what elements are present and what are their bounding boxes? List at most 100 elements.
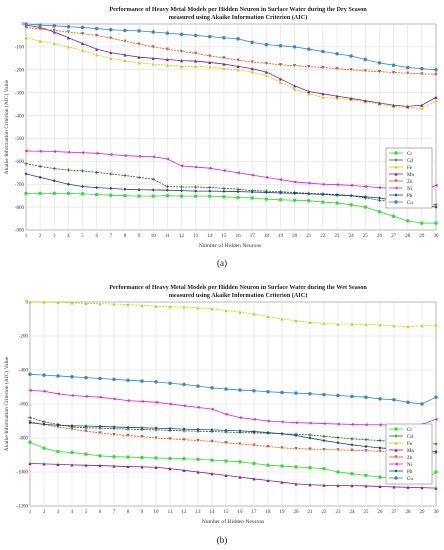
legend-swatch-fe xyxy=(394,165,398,169)
x-tick-label: 18 xyxy=(264,234,270,239)
data-point-zn xyxy=(66,30,71,34)
data-point-pb xyxy=(168,427,172,431)
data-point-mn xyxy=(420,486,424,490)
data-point-fe xyxy=(336,322,340,326)
data-point-mn xyxy=(420,103,424,107)
data-point-fe xyxy=(208,65,212,69)
legend-entry-mn: Mn xyxy=(407,449,414,454)
data-point-cr xyxy=(165,193,170,198)
data-point-mn xyxy=(350,484,354,488)
data-point-pb xyxy=(294,433,298,438)
data-point-cu xyxy=(349,54,353,58)
data-point-zn xyxy=(266,444,270,449)
data-point-mn xyxy=(196,470,200,474)
data-point-ni xyxy=(80,151,85,155)
data-point-pb xyxy=(434,205,438,209)
data-point-cu xyxy=(238,388,242,392)
data-point-cr xyxy=(420,221,424,225)
data-point-mn xyxy=(363,99,367,103)
data-point-cr xyxy=(84,452,88,456)
y-tick-label: -800 xyxy=(15,206,25,211)
data-point-mn xyxy=(84,463,88,467)
data-point-fe xyxy=(420,324,424,328)
data-point-cu xyxy=(391,63,396,67)
legend-entry-fe: Fe xyxy=(407,166,413,171)
data-point-pb xyxy=(264,190,268,195)
data-point-cr xyxy=(364,473,368,478)
data-point-mn xyxy=(238,475,242,479)
data-point-zn xyxy=(434,72,438,76)
data-point-pb xyxy=(42,422,46,426)
data-point-cu xyxy=(210,386,214,390)
data-point-cr xyxy=(236,195,240,200)
x-tick-label: 28 xyxy=(406,510,412,515)
data-point-cr xyxy=(210,458,214,462)
series-line-fe xyxy=(30,301,437,328)
data-point-zn xyxy=(308,447,312,451)
data-point-cr xyxy=(280,464,284,468)
data-point-fe xyxy=(434,99,438,103)
data-point-cr xyxy=(28,440,32,445)
data-point-fe xyxy=(420,107,424,111)
data-point-cd xyxy=(364,438,368,442)
data-point-ni xyxy=(224,412,228,416)
data-point-cr xyxy=(405,219,410,223)
series-line-mn xyxy=(29,463,437,489)
data-point-ni xyxy=(350,422,354,426)
series-line-cr xyxy=(29,441,437,483)
data-point-fe xyxy=(308,320,312,324)
data-point-fe xyxy=(293,87,297,91)
data-point-ni xyxy=(140,399,144,404)
data-point-mn xyxy=(52,30,56,34)
data-point-mn xyxy=(322,483,326,487)
x-tick-label: 17 xyxy=(250,234,256,239)
data-point-cd xyxy=(38,164,42,168)
data-point-mn xyxy=(28,461,32,466)
x-tick-label: 24 xyxy=(350,510,356,515)
legend-swatch-zn xyxy=(394,455,398,459)
data-point-pb xyxy=(123,187,127,191)
data-point-cd xyxy=(151,177,155,181)
x-tick-label: 9 xyxy=(138,234,141,239)
x-tick-label: 19 xyxy=(278,234,284,239)
chart-a-series xyxy=(24,22,438,225)
data-point-fe xyxy=(224,308,228,313)
data-point-fe xyxy=(168,305,172,309)
data-point-zn xyxy=(349,68,353,72)
x-tick-label: 14 xyxy=(210,510,216,515)
data-point-cr xyxy=(137,194,141,198)
chart-b-grid xyxy=(29,301,437,507)
data-point-ni xyxy=(252,417,256,421)
x-tick-label: 26 xyxy=(377,234,383,239)
data-point-cr xyxy=(140,455,144,460)
data-point-zn xyxy=(98,431,102,435)
data-point-mn xyxy=(321,92,325,96)
data-point-cu xyxy=(294,391,298,395)
data-point-cr xyxy=(278,197,283,202)
data-point-cu xyxy=(94,26,99,31)
data-point-mn xyxy=(266,478,270,483)
data-point-mn xyxy=(294,482,298,486)
data-point-cu xyxy=(179,32,184,37)
chart-a-x-label: Number of Hidden Neurons xyxy=(199,242,262,249)
chart-a-y-label: Akaike Information Criterion (AIC) Value xyxy=(3,79,10,174)
data-point-fe xyxy=(112,302,116,306)
legend-swatch-cu xyxy=(394,476,398,480)
chart-a-title: Performance of Heavy Metal Models per Hi… xyxy=(109,6,367,13)
data-point-cu xyxy=(292,45,297,49)
data-point-zn xyxy=(335,67,339,71)
data-point-pb xyxy=(335,193,339,197)
data-point-cu xyxy=(350,394,354,399)
data-point-pb xyxy=(66,182,71,186)
data-point-zn xyxy=(377,70,382,74)
x-tick-label: 22 xyxy=(320,234,326,239)
legend-swatch-pb xyxy=(394,469,398,473)
data-point-cu xyxy=(266,389,270,394)
chart-a-caption: (a) xyxy=(217,258,227,268)
data-point-fe xyxy=(179,64,184,68)
x-tick-label: 5 xyxy=(85,510,88,515)
data-point-fe xyxy=(335,96,339,100)
data-point-ni xyxy=(377,186,382,190)
data-point-fe xyxy=(38,39,42,43)
data-point-cu xyxy=(406,400,410,405)
